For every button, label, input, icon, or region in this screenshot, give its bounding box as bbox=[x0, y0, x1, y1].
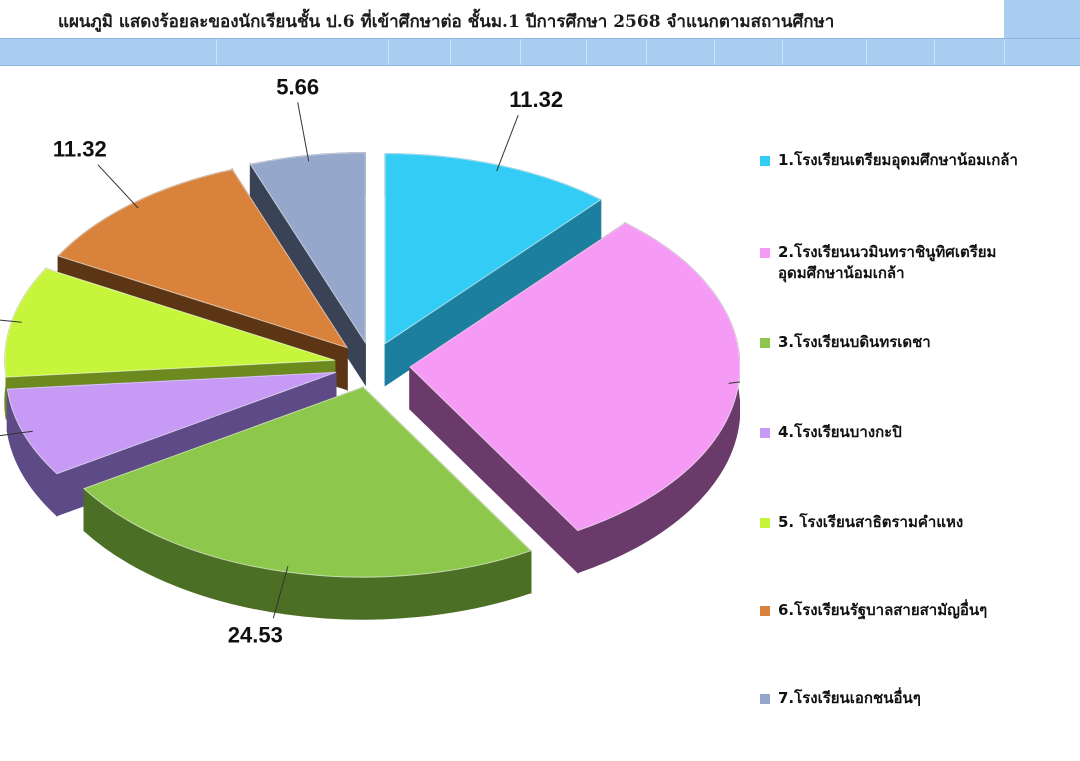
pie-slice-3 bbox=[83, 386, 532, 578]
pie-slice-2 bbox=[409, 222, 740, 532]
pie-slice-7 bbox=[249, 152, 366, 345]
grid-line bbox=[934, 39, 935, 65]
grid-line bbox=[450, 39, 451, 65]
legend-label: 2.โรงเรียนนวมินทราชินูทิศเตรียมอุดมศึกษา… bbox=[778, 243, 997, 282]
legend-item-6: 6.โรงเรียนรัฐบาลสายสามัญอื่นๆ bbox=[760, 600, 1060, 621]
leader-line-6 bbox=[97, 164, 139, 209]
leader-line-7 bbox=[297, 102, 310, 162]
header-corner-cell bbox=[1004, 0, 1080, 38]
legend-swatch bbox=[760, 606, 770, 616]
legend-swatch bbox=[760, 428, 770, 438]
legend-item-3: 3.โรงเรียนบดินทรเดชา bbox=[760, 332, 1060, 353]
data-label-6: 11.32 bbox=[53, 137, 107, 162]
leader-lines bbox=[0, 102, 740, 619]
header-strip bbox=[0, 38, 1080, 66]
legend-label: 4.โรงเรียนบางกะปิ bbox=[778, 423, 902, 441]
legend-label: 7.โรงเรียนเอกชนอื่นๆ bbox=[778, 689, 921, 707]
grid-line bbox=[866, 39, 867, 65]
grid-line bbox=[586, 39, 587, 65]
legend-swatch bbox=[760, 156, 770, 166]
title-bar: แผนภูมิ แสดงร้อยละของนักเรียนชั้น ป.6 ที… bbox=[0, 0, 1080, 38]
chart-title: แผนภูมิ แสดงร้อยละของนักเรียนชั้น ป.6 ที… bbox=[58, 12, 835, 32]
pie-slice-6 bbox=[57, 169, 349, 349]
pie-slice-1 bbox=[384, 153, 602, 345]
pie-slice-tops bbox=[4, 152, 740, 578]
grid-line bbox=[216, 39, 217, 65]
grid-line bbox=[1004, 39, 1005, 65]
grid-line bbox=[646, 39, 647, 65]
leader-line-1 bbox=[496, 115, 519, 172]
legend-label: 5. โรงเรียนสาธิตรามคำแหง bbox=[778, 513, 964, 531]
leader-line-2 bbox=[728, 381, 740, 384]
legend-swatch bbox=[760, 248, 770, 258]
legend-label: 1.โรงเรียนเตรียมอุดมศึกษาน้อมเกล้า bbox=[778, 151, 1018, 169]
leader-line-4 bbox=[0, 430, 33, 437]
grid-line bbox=[714, 39, 715, 65]
grid-line bbox=[520, 39, 521, 65]
legend-swatch bbox=[760, 518, 770, 528]
legend-item-2: 2.โรงเรียนนวมินทราชินูทิศเตรียมอุดมศึกษา… bbox=[760, 242, 1060, 284]
legend-item-5: 5. โรงเรียนสาธิตรามคำแหง bbox=[760, 512, 1060, 533]
legend-item-1: 1.โรงเรียนเตรียมอุดมศึกษาน้อมเกล้า bbox=[760, 150, 1060, 171]
legend-label: 3.โรงเรียนบดินทรเดชา bbox=[778, 333, 931, 351]
grid-line bbox=[388, 39, 389, 65]
data-label-3: 24.53 bbox=[228, 622, 283, 647]
legend-swatch bbox=[760, 694, 770, 704]
legend-swatch bbox=[760, 338, 770, 348]
legend-label: 6.โรงเรียนรัฐบาลสายสามัญอื่นๆ bbox=[778, 601, 988, 619]
data-labels: 11.3230.1924.537.559.4311.325.66 bbox=[53, 74, 563, 647]
legend-item-4: 4.โรงเรียนบางกะปิ bbox=[760, 422, 1060, 443]
leader-line-3 bbox=[272, 566, 289, 619]
pie-slice-4 bbox=[6, 371, 337, 475]
leader-line-5 bbox=[0, 319, 22, 323]
data-label-7: 5.66 bbox=[276, 74, 319, 99]
legend-item-7: 7.โรงเรียนเอกชนอื่นๆ bbox=[760, 688, 1060, 709]
pie-chart: 11.3230.1924.537.559.4311.325.66 bbox=[0, 74, 740, 647]
grid-line bbox=[782, 39, 783, 65]
data-label-1: 11.32 bbox=[509, 87, 563, 112]
